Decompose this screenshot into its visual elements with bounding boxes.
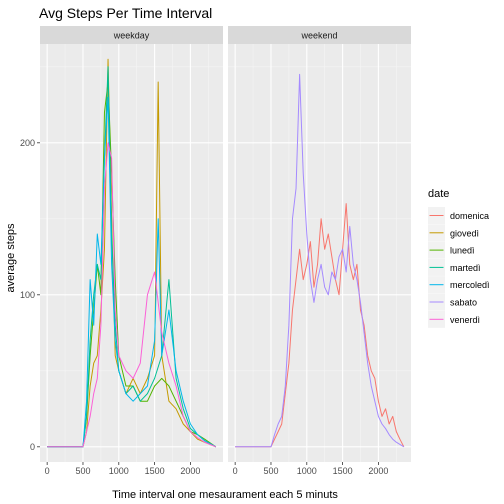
facet-strip — [40, 26, 223, 44]
x-tick-label: 0 — [233, 466, 238, 476]
x-tick-label: 1000 — [109, 466, 129, 476]
legend-label: giovedì — [450, 228, 479, 238]
legend-label: domenica — [450, 211, 489, 221]
series-line-sabato — [235, 73, 405, 448]
legend-label: mercoledì — [450, 280, 490, 290]
legend: date domenica giovedì lunedì martedì mercole… — [428, 188, 490, 328]
legend-label: sabato — [450, 298, 477, 308]
panel-background — [228, 44, 411, 462]
legend-entry-martedì: martedì — [428, 258, 481, 276]
x-tick-label: 500 — [75, 466, 90, 476]
x-tick-label: 2000 — [368, 466, 388, 476]
panel-weekend: weekend 0 500 1000 1500 2000 — [228, 26, 411, 476]
x-tick-label: 2000 — [180, 466, 200, 476]
series-lines — [47, 58, 217, 448]
legend-entry-giovedì: giovedì — [428, 224, 479, 242]
legend-title: date — [428, 188, 449, 200]
x-tick-label: 500 — [263, 466, 278, 476]
panels-layer: weekday 0 500 1000 1500 2000 0 100 200 weekend 0 50… — [20, 26, 411, 476]
x-tick-label: 1000 — [297, 466, 317, 476]
legend-label: lunedì — [450, 246, 475, 256]
legend-entry-mercoledì: mercoledì — [428, 276, 490, 294]
x-tick-label: 0 — [45, 466, 50, 476]
x-tick-label: 1500 — [333, 466, 353, 476]
facet-strip-label: weekend — [300, 31, 337, 41]
y-tick-label: 0 — [30, 442, 35, 452]
legend-entry-lunedì: lunedì — [428, 241, 475, 259]
x-axis-title: Time interval one mesaurament each 5 min… — [112, 489, 338, 501]
chart-title: Avg Steps Per Time Interval — [39, 5, 212, 21]
series-lines — [235, 73, 405, 448]
panel-background — [40, 44, 223, 462]
x-tick-label: 1500 — [145, 466, 165, 476]
y-axis-title: average steps — [5, 223, 17, 293]
panel-weekday: weekday 0 500 1000 1500 2000 0 100 200 — [20, 26, 223, 476]
facet-strip — [228, 26, 411, 44]
y-tick-label: 200 — [20, 138, 35, 148]
legend-entry-domenica: domenica — [428, 207, 489, 224]
series-line-mercoledì — [47, 96, 217, 448]
legend-entry-venerdì: venerdì — [428, 310, 480, 328]
series-line-venerdì — [47, 142, 217, 448]
y-tick-label: 100 — [20, 290, 35, 300]
facet-strip-label: weekday — [113, 31, 150, 41]
legend-entry-sabato: sabato — [428, 293, 477, 311]
legend-label: venerdì — [450, 315, 480, 325]
legend-label: martedì — [450, 263, 481, 273]
